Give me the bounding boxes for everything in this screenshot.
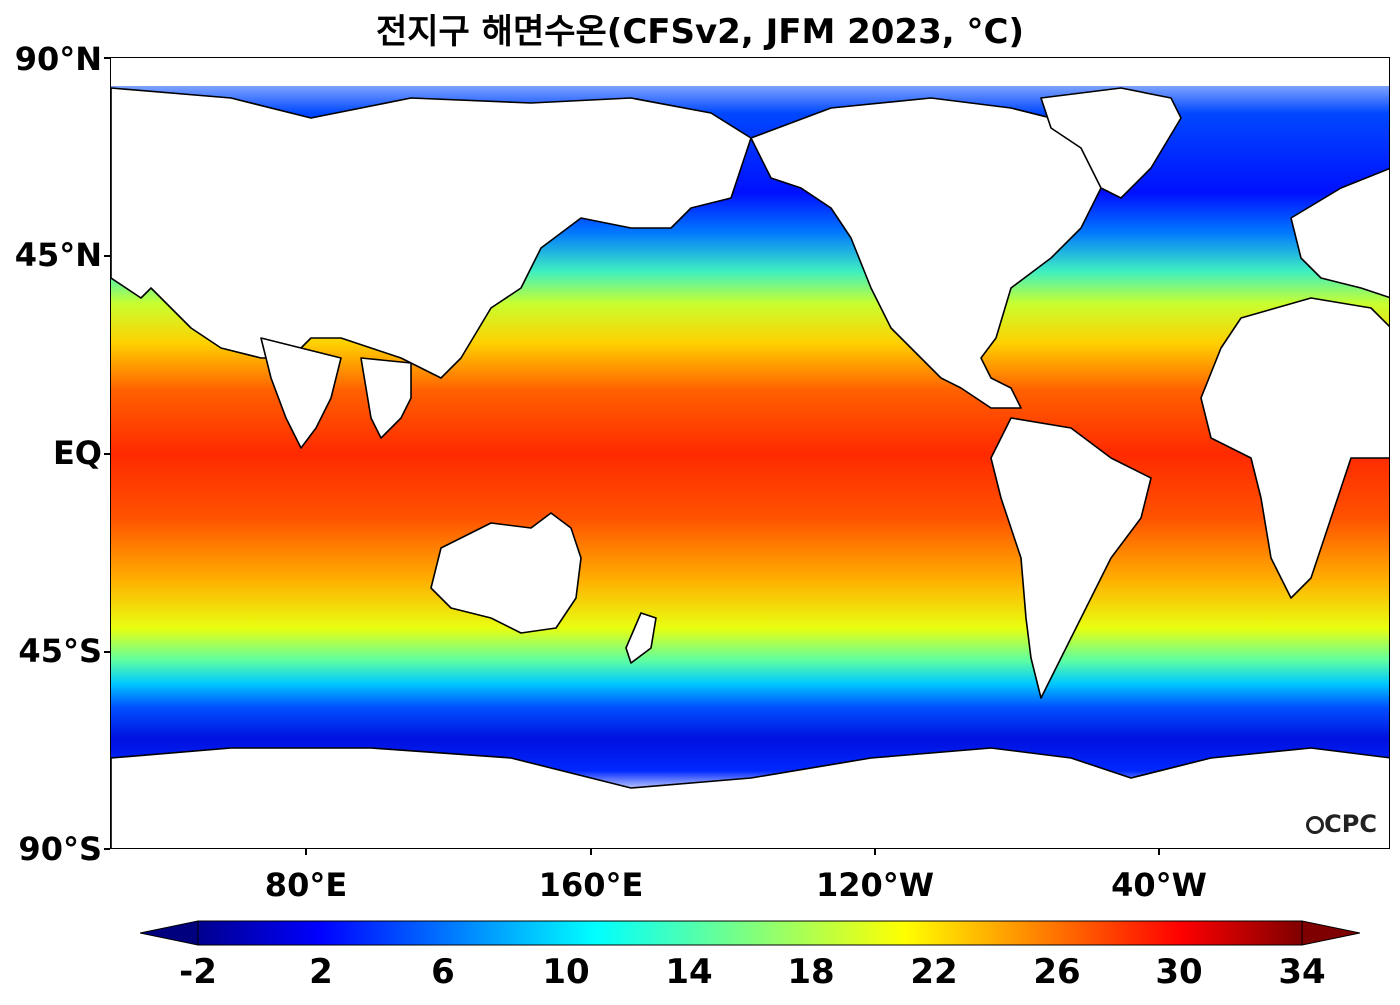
lat-tick: [104, 453, 110, 455]
colorbar-tick-label: 34: [1278, 952, 1326, 992]
map-title: 전지구 해면수온(CFSv2, JFM 2023, °C): [376, 12, 1024, 52]
colorbar-body: [197, 920, 1303, 946]
eurasia-landmass: [111, 87, 752, 379]
europe-landmass: [1290, 167, 1389, 299]
lon-label-40w: 40°W: [1111, 866, 1207, 904]
lat-tick: [104, 57, 110, 59]
lon-label-80e: 80°E: [264, 866, 348, 904]
lat-label-90s: 90°S: [18, 830, 102, 868]
lon-tick: [1158, 849, 1160, 855]
logo-text: CPC: [1324, 810, 1377, 838]
lat-label-eq: EQ: [52, 434, 102, 472]
arctic-cap: [111, 58, 1389, 86]
sst-field: [111, 58, 1389, 848]
south-america-landmass: [990, 417, 1152, 699]
lon-label-120w: 120°W: [815, 866, 935, 904]
lat-tick: [104, 848, 110, 850]
lat-tick: [104, 651, 110, 653]
colorbar-tick-label: 10: [542, 952, 590, 992]
colorbar: [139, 918, 1361, 948]
colorbar-tick-label: 2: [309, 952, 333, 992]
colorbar-tick-label: 14: [665, 952, 713, 992]
lat-tick: [104, 255, 110, 257]
sst-map: CPC: [110, 57, 1390, 849]
india-landmass: [260, 337, 342, 449]
lat-label-45s: 45°S: [18, 632, 102, 670]
indochina-landmass: [360, 357, 412, 439]
lon-tick: [305, 849, 307, 855]
colorbar-tick-label: 26: [1033, 952, 1081, 992]
logo-mark-icon: [1306, 816, 1325, 834]
colorbar-tick-label: 22: [910, 952, 958, 992]
cpc-logo: CPC: [1306, 810, 1377, 838]
colorbar-extend-high: [1301, 920, 1361, 946]
colorbar-graphic: [139, 920, 1361, 946]
lon-label-160e: 160°E: [538, 866, 644, 904]
australia-landmass: [430, 512, 582, 634]
colorbar-tick-label: -2: [179, 952, 217, 992]
lon-tick: [874, 849, 876, 855]
colorbar-tick-label: 30: [1155, 952, 1203, 992]
greenland-landmass: [1040, 87, 1182, 199]
colorbar-tick-label: 18: [787, 952, 835, 992]
colorbar-extend-low: [139, 920, 199, 946]
newzealand-landmass: [625, 612, 657, 664]
africa-landmass: [1200, 297, 1389, 599]
lon-tick: [590, 849, 592, 855]
antarctica-landmass: [111, 747, 1389, 848]
colorbar-tick-label: 6: [431, 952, 455, 992]
lat-label-45n: 45°N: [14, 236, 102, 274]
lat-label-90n: 90°N: [14, 40, 102, 78]
